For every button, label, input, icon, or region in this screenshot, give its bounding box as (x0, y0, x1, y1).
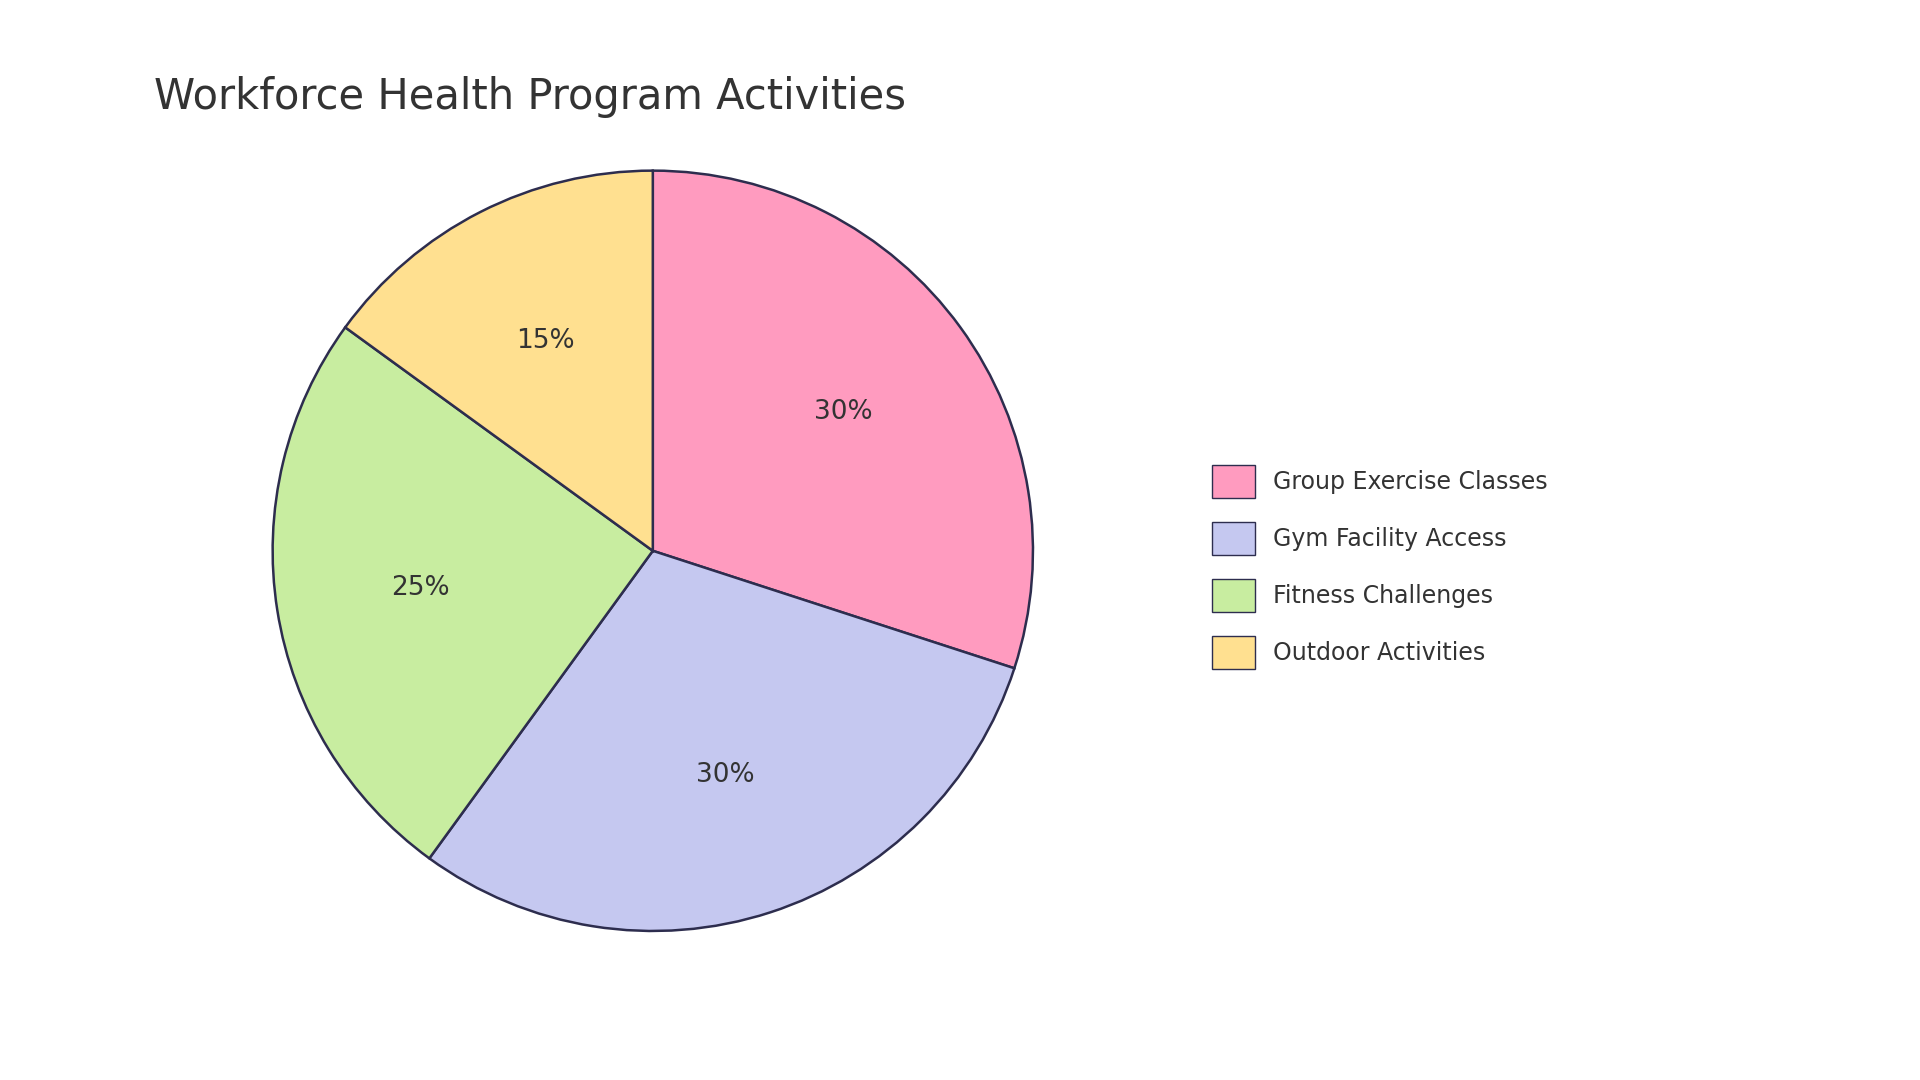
Legend: Group Exercise Classes, Gym Facility Access, Fitness Challenges, Outdoor Activit: Group Exercise Classes, Gym Facility Acc… (1200, 453, 1559, 681)
Text: 15%: 15% (516, 328, 576, 354)
Text: 30%: 30% (697, 762, 755, 788)
Wedge shape (273, 327, 653, 859)
Text: 25%: 25% (390, 575, 449, 600)
Text: Workforce Health Program Activities: Workforce Health Program Activities (154, 76, 906, 118)
Wedge shape (653, 171, 1033, 669)
Wedge shape (430, 551, 1014, 931)
Text: 30%: 30% (814, 400, 874, 426)
Wedge shape (346, 171, 653, 551)
